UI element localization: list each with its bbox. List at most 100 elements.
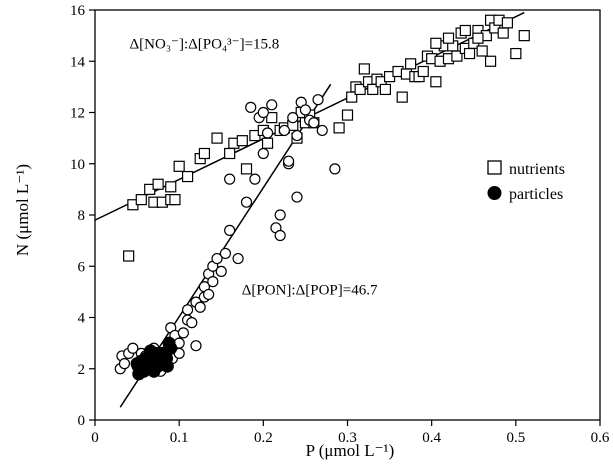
y-tick-label: 2 [78, 362, 86, 378]
particle-point [203, 288, 215, 301]
nutrient-point [510, 47, 522, 60]
particle-point [329, 163, 341, 175]
nutrient-point [354, 83, 366, 96]
annotations: Δ[NO₃⁻]:Δ[PO₄³⁻]=15.8 Δ[PON]:Δ[POP]=46.7 [130, 36, 378, 298]
ratio-annotation: Δ[NO₃⁻]:Δ[PO₄³⁻]=15.8 [130, 36, 280, 52]
particle-point [224, 173, 236, 185]
particle-point-filled [160, 359, 174, 373]
nutrient-point [484, 55, 497, 67]
particle-point [299, 104, 312, 116]
nutrient-point [123, 250, 135, 262]
nutrient-point [181, 170, 194, 183]
nutrient-point [463, 47, 476, 60]
nutrient-point [451, 50, 463, 62]
nutrient-point [501, 17, 514, 29]
particle-point [245, 101, 257, 113]
x-tick-label: 0.2 [254, 430, 273, 446]
particle-point [282, 155, 295, 167]
particle-point [278, 124, 290, 137]
particle-point [207, 276, 219, 288]
nutrient-point [459, 24, 471, 37]
x-tick-label: 0 [91, 430, 99, 446]
nutrient-point [173, 160, 185, 172]
x-axis-label: P (μmol L⁻¹) [306, 441, 395, 460]
nutrient-point [476, 45, 488, 57]
nutrient-point [266, 112, 278, 124]
particle-point [291, 129, 303, 142]
y-tick-label: 16 [70, 3, 86, 19]
x-axis: 0 0.1 0.2 0.3 0.4 0.5 0.6 [91, 420, 610, 446]
legend-label: particles [509, 186, 563, 203]
legend: nutrients particles [487, 160, 565, 203]
x-tick-label: 0.6 [591, 430, 610, 446]
nutrient-point [236, 135, 248, 147]
nutrient-point [358, 63, 370, 75]
particle-point [274, 209, 286, 221]
x-tick-label: 0.1 [170, 430, 189, 446]
nutrient-point [417, 65, 429, 78]
nutrient-point [165, 181, 177, 193]
particle-point [118, 358, 131, 370]
particle-point [194, 301, 206, 313]
particle-point [224, 224, 236, 236]
nutrient-point [211, 132, 223, 144]
legend-marker-filled-circle [487, 186, 502, 200]
legend-label: nutrients [509, 161, 565, 178]
y-tick-label: 6 [78, 259, 86, 275]
particle-point [127, 342, 139, 354]
y-tick-label: 14 [70, 54, 86, 70]
particle-point [266, 99, 278, 111]
x-tick-label: 0.5 [506, 430, 525, 446]
x-tick-label: 0.3 [338, 430, 357, 446]
particle-point-filled [150, 346, 164, 360]
particle-point [232, 252, 244, 265]
particle-point [186, 317, 198, 329]
particle-point [215, 265, 227, 277]
nutrient-point [379, 83, 391, 96]
nutrient-point [405, 58, 417, 70]
y-axis-label: N (μmol L⁻¹) [13, 164, 32, 256]
particle-point [316, 124, 328, 137]
particle-point [287, 112, 299, 124]
particle-point [177, 327, 189, 339]
data-points [114, 14, 530, 381]
particle-point [261, 127, 274, 139]
particle-point-filled [132, 367, 146, 381]
nutrient-point [396, 91, 408, 103]
nutrient-point [430, 76, 442, 88]
nutrient-point [169, 194, 181, 206]
nutrient-point [333, 122, 345, 134]
particle-point [219, 247, 232, 260]
y-tick-label: 0 [78, 413, 86, 429]
nutrient-point [224, 147, 236, 160]
particle-point [257, 147, 269, 160]
particle-point [308, 117, 320, 129]
nutrient-point [198, 147, 211, 160]
nutrient-point [135, 194, 147, 206]
y-tick-label: 8 [78, 208, 86, 224]
nutrient-point [430, 37, 442, 49]
particle-point [240, 196, 253, 208]
x-tick-label: 0.4 [422, 430, 441, 446]
y-tick-label: 4 [78, 311, 86, 327]
particle-point [274, 229, 286, 242]
y-tick-label: 10 [70, 157, 85, 173]
nutrient-point [240, 163, 253, 175]
particle-point-filled [164, 341, 178, 355]
legend-marker-square [487, 160, 502, 175]
particle-point [190, 340, 202, 352]
particles-series [114, 94, 341, 381]
particle-point [211, 252, 223, 265]
nutrient-point [341, 109, 354, 121]
particle-point [257, 106, 269, 119]
particle-point [181, 304, 194, 316]
ratio-annotation: Δ[PON]:Δ[POP]=46.7 [242, 282, 378, 298]
nutrient-point [497, 27, 509, 39]
nutrient-point [152, 178, 164, 190]
y-tick-label: 12 [70, 106, 85, 122]
nutrient-point [472, 32, 484, 44]
particle-point [249, 173, 261, 185]
particle-point [312, 94, 324, 106]
nutrient-point [518, 30, 530, 42]
